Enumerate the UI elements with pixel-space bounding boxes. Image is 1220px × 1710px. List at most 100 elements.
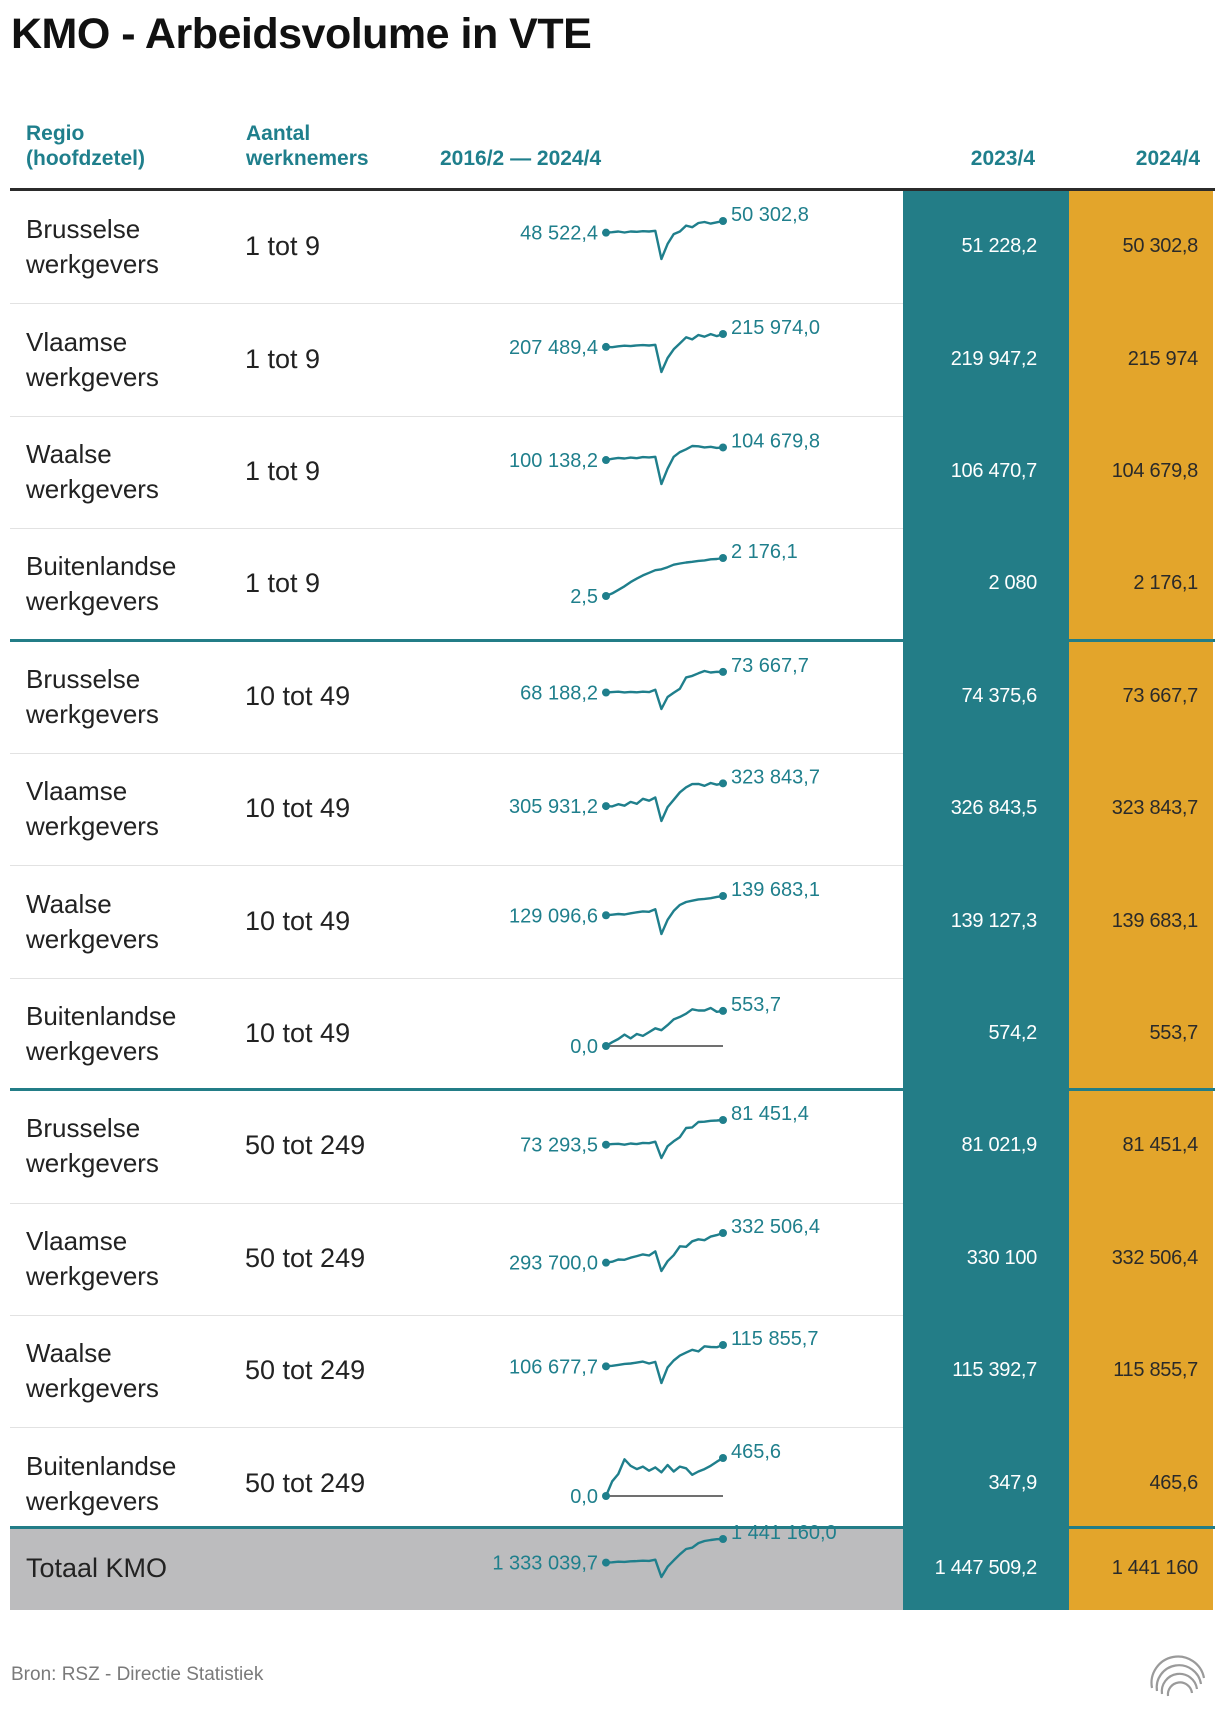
- sparkline-end-label: 553,7: [731, 994, 781, 1016]
- header-2023-4: 2023/4: [970, 147, 1035, 170]
- sparkline-start-dot: [602, 802, 610, 811]
- sparkline-start-label: 1 333 039,7: [492, 1553, 598, 1575]
- sparkline-line: [605, 781, 724, 823]
- region-cell: Waalse werkgevers: [26, 437, 226, 507]
- sparkline-end-dot: [719, 1535, 727, 1543]
- sparkline-line: [605, 1537, 724, 1579]
- sparkline-end-dot: [719, 1341, 727, 1350]
- region-cell: Vlaamse werkgevers: [26, 325, 226, 395]
- sparkline-start-label: 73 293,5: [520, 1135, 598, 1157]
- column-2023-4-background: [903, 191, 1069, 1610]
- region-line-1: Brusselse: [26, 1113, 141, 1144]
- value-2024-4: 73 667,7: [1122, 684, 1199, 707]
- group-separator: [10, 1526, 1215, 1529]
- region-line-2: werkgevers: [26, 474, 159, 504]
- sparkline-start-dot: [602, 910, 610, 919]
- region-cell: Vlaamse werkgevers: [26, 774, 226, 844]
- value-2024-4: 465,6: [1149, 1471, 1198, 1494]
- row-separator: [10, 528, 903, 529]
- region-cell: Vlaamse werkgevers: [26, 1224, 226, 1294]
- employees-size-cell: 10 tot 49: [245, 793, 351, 824]
- trend-sparkline: 100 138,2 104 679,8: [509, 430, 820, 486]
- value-2024-4: 104 679,8: [1111, 460, 1199, 482]
- region-line-1: Waalse: [26, 439, 112, 469]
- trend-sparkline: 0,0 465,6: [570, 1441, 781, 1508]
- value-2023-4: 326 843,5: [950, 797, 1038, 820]
- group-separator: [10, 1088, 1215, 1091]
- region-cell: Waalse werkgevers: [26, 1336, 226, 1406]
- employees-size-cell: 10 tot 49: [245, 905, 351, 936]
- value-2024-4: 553,7: [1149, 1022, 1198, 1044]
- value-2024-4: 323 843,7: [1111, 797, 1199, 820]
- sparkline-line: [604, 1456, 724, 1497]
- trend-sparkline: 305 931,2 323 843,7: [509, 767, 820, 823]
- sparkline-start-label: 129 096,6: [509, 905, 598, 927]
- sparkline-end-dot: [719, 1006, 727, 1015]
- region-line-2: werkgevers: [26, 586, 159, 617]
- employees-size-cell: 1 tot 9: [245, 231, 321, 262]
- value-2023-4: 347,9: [988, 1471, 1037, 1494]
- sparkline-start-label: 293 700,0: [509, 1252, 598, 1274]
- region-line-1: Vlaamse: [26, 776, 128, 807]
- region-cell: Brusselse werkgevers: [26, 212, 226, 282]
- value-2023-4: 106 470,7: [950, 460, 1038, 482]
- sparkline-line: [605, 220, 724, 261]
- region-line-1: Waalse: [26, 888, 112, 919]
- sparkline-start-label: 0,0: [570, 1036, 598, 1058]
- value-2023-4: 2 080: [988, 572, 1037, 595]
- region-line-2: werkgevers: [26, 361, 159, 392]
- value-2023-4: 139 127,3: [950, 909, 1038, 932]
- trend-sparkline: 129 096,6 139 683,1: [509, 879, 820, 935]
- region-line-2: werkgevers: [26, 1260, 159, 1291]
- sparkline-end-dot: [719, 1453, 727, 1462]
- region-cell: Buitenlandse werkgevers: [26, 999, 226, 1069]
- sparkline-line: [605, 1231, 724, 1272]
- sparkline-start-dot: [602, 1042, 610, 1050]
- region-cell: Buitenlandse werkgevers: [26, 1449, 226, 1519]
- region-line-2: werkgevers: [26, 249, 159, 280]
- region-cell: Brusselse werkgevers: [26, 1111, 226, 1181]
- employees-size-cell: 1 tot 9: [245, 568, 321, 599]
- header-aantal-werknemers: Aantal werknemers: [246, 122, 369, 170]
- sparkline-start-label: 207 489,4: [509, 337, 598, 359]
- trend-sparkline: 207 489,4 215 974,0: [509, 317, 820, 373]
- region-line-2: werkgevers: [26, 698, 159, 729]
- sparkline-start-dot: [602, 1558, 610, 1567]
- header-region: Regio (hoofdzetel): [26, 122, 145, 170]
- sparkline-start-label: 48 522,4: [520, 223, 598, 245]
- sparkline-end-dot: [719, 1228, 727, 1237]
- header-period: 2016/2 — 2024/4: [440, 147, 602, 170]
- region-line-1: Vlaamse: [26, 326, 128, 357]
- sparkline-line: [605, 1006, 724, 1048]
- sparkline-start-label: 305 931,2: [509, 796, 598, 818]
- region-cell: Buitenlandse werkgevers: [26, 549, 226, 619]
- trend-sparkline: 106 677,7 115 855,7: [509, 1328, 819, 1385]
- sparkline-end-dot: [719, 554, 727, 563]
- sparkline-start-label: 100 138,2: [509, 450, 598, 472]
- value-2024-4: 215 974: [1127, 347, 1199, 370]
- total-value-2024-4: 1 441 160: [1111, 1557, 1199, 1579]
- sparkline-end-label: 2 176,1: [731, 541, 798, 563]
- sparkline-line: [605, 669, 724, 710]
- value-2024-4: 139 683,1: [1111, 909, 1199, 932]
- sparkline-end-dot: [719, 667, 727, 676]
- sparkline-start-dot: [602, 228, 610, 237]
- value-2023-4: 330 100: [966, 1246, 1038, 1269]
- sparkline-line: [605, 444, 724, 486]
- employees-size-cell: 10 tot 49: [245, 1018, 351, 1048]
- employees-size-cell: 1 tot 9: [245, 456, 321, 486]
- row-separator: [10, 1315, 903, 1316]
- total-label: Totaal KMO: [26, 1553, 168, 1583]
- sparkline-line: [605, 557, 724, 598]
- value-2023-4: 74 375,6: [961, 684, 1038, 707]
- total-row-background: [10, 1528, 903, 1610]
- region-line-2: werkgevers: [26, 1148, 159, 1179]
- region-line-1: Buitenlandse: [26, 551, 177, 582]
- sparkline-end-label: 332 506,4: [731, 1216, 820, 1238]
- sparkline-start-label: 106 677,7: [509, 1357, 598, 1379]
- sparkline-end-label: 50 302,8: [731, 204, 809, 226]
- sparkline-end-label: 465,6: [731, 1441, 781, 1463]
- trend-sparkline: 73 293,5 81 451,4: [520, 1103, 809, 1160]
- value-2023-4: 81 021,9: [961, 1134, 1038, 1157]
- source-note: Bron: RSZ - Directie Statistiek: [11, 1664, 264, 1685]
